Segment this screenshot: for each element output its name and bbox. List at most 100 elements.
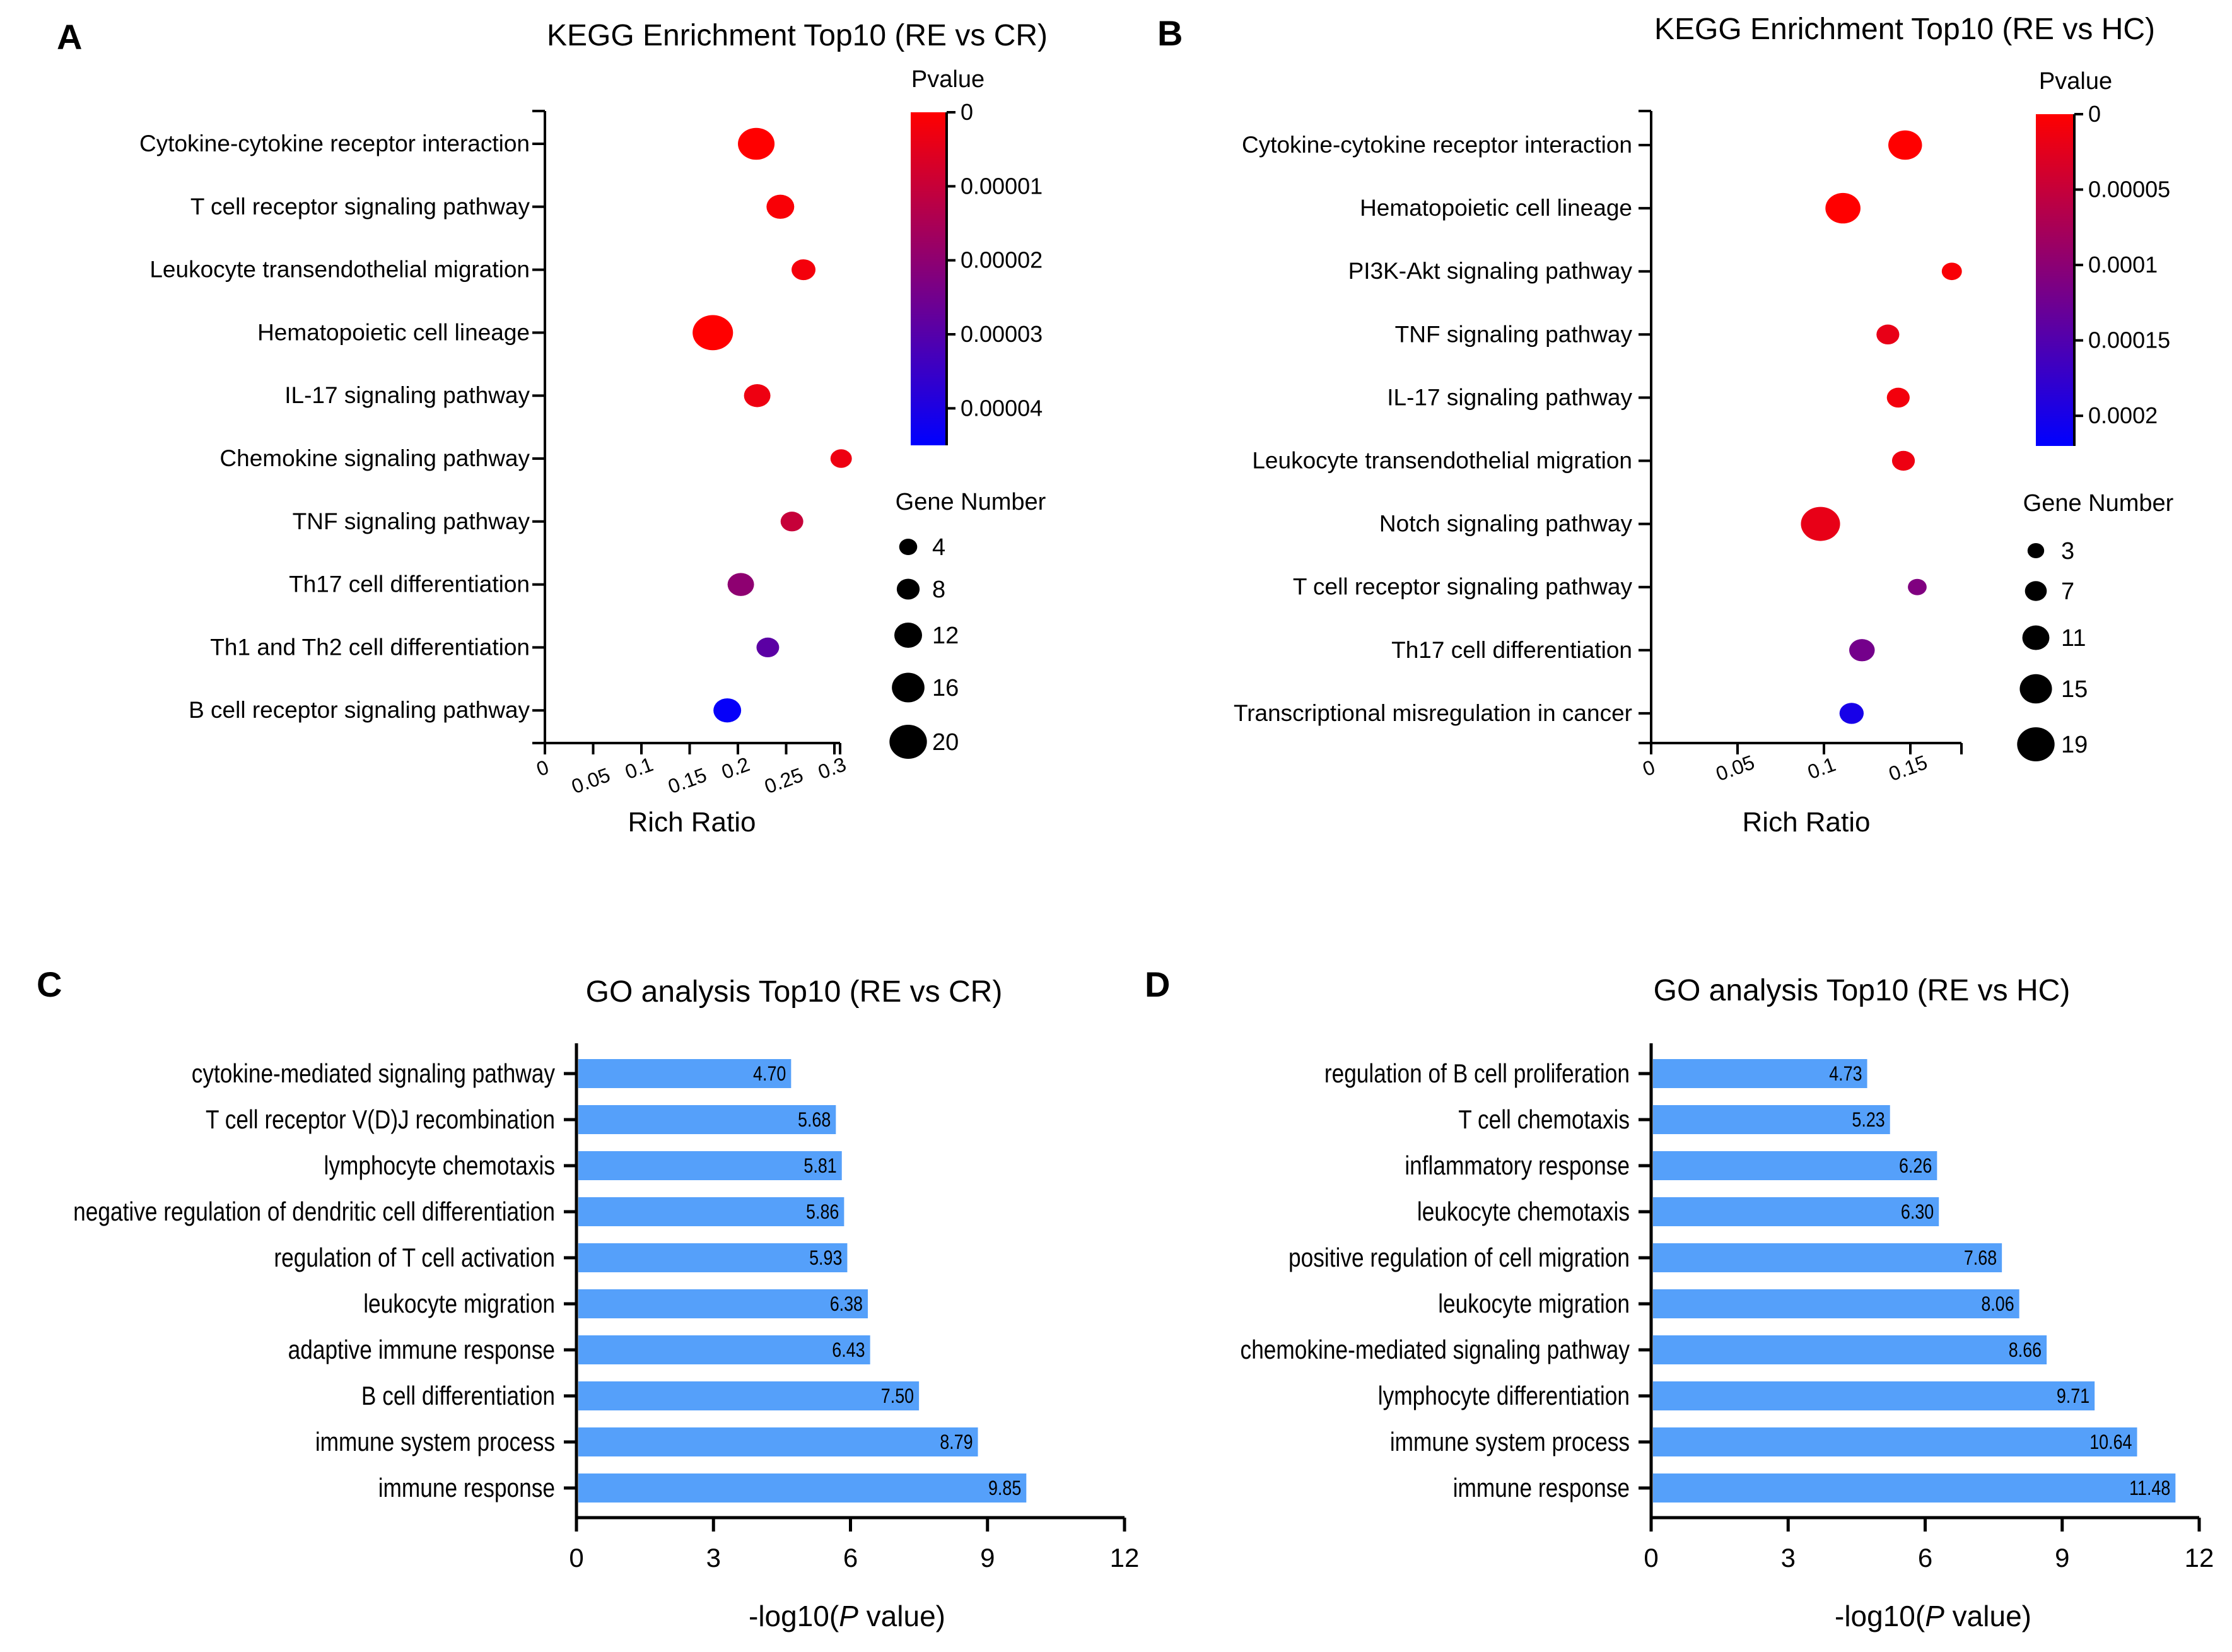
data-point-bubble [713, 698, 742, 723]
y-tick-label: Cytokine-cytokine receptor interaction [1242, 132, 1632, 158]
bar-value-label: 8.79 [940, 1431, 973, 1454]
x-tick-label: 0.15 [1886, 751, 1931, 785]
x-tick-label: 0.3 [815, 753, 849, 783]
x-tick-label: 9 [980, 1543, 995, 1573]
x-axis-label: -log10(P value) [749, 1600, 945, 1632]
bar-value-label: 4.70 [753, 1063, 786, 1086]
bar-value-label: 10.64 [2089, 1431, 2132, 1454]
y-tick-label: cytokine-mediated signaling pathway [192, 1059, 556, 1089]
x-tick-label: 0 [1640, 756, 1658, 781]
bar-value-label: 7.50 [881, 1385, 914, 1408]
colorbar-tick-label: 0.00004 [961, 395, 1043, 421]
colorbar-title: Pvalue [2039, 68, 2112, 95]
data-point-bubble [692, 315, 733, 351]
x-tick-label: 0.25 [761, 763, 806, 798]
panel-b: B KEGG Enrichment Top10 (RE vs HC) 0 0.05 0.… [1157, 13, 2174, 838]
y-tick-label: T cell receptor signaling pathway [1293, 574, 1633, 600]
size-legend-label: 4 [932, 534, 945, 561]
bar [1653, 1381, 2095, 1410]
size-legend-title: Gene Number [2023, 490, 2174, 517]
y-tick-label: immune system process [1390, 1427, 1630, 1457]
bar-value-label: 8.66 [2009, 1339, 2042, 1362]
bar [578, 1151, 842, 1180]
size-legend-marker [2022, 625, 2050, 650]
bar-value-label: 6.43 [832, 1339, 865, 1362]
x-axis-label-suffix: value) [1944, 1600, 2031, 1632]
chart-title: KEGG Enrichment Top10 (RE vs CR) [547, 19, 1048, 52]
bar-value-label: 8.06 [1981, 1293, 2014, 1316]
x-tick-label: 0 [1644, 1543, 1658, 1573]
bar [1653, 1427, 2137, 1456]
bar [578, 1473, 1027, 1503]
bar-value-label: 5.81 [803, 1155, 836, 1178]
x-axis-label-suffix: value) [858, 1600, 945, 1632]
colorbar-tick-label: 0.0001 [2088, 252, 2158, 278]
data-point-bubble [1849, 639, 1875, 662]
y-tick-label: Notch signaling pathway [1379, 511, 1633, 537]
bar [578, 1427, 978, 1456]
bar-value-label: 9.85 [988, 1477, 1021, 1500]
x-axis-label-prefix: -log10( [749, 1600, 839, 1632]
y-tick-label: immune response [378, 1473, 555, 1503]
bar [1653, 1105, 1890, 1134]
bar [1653, 1289, 2019, 1318]
y-tick-label: Th1 and Th2 cell differentiation [210, 634, 530, 660]
size-legend-marker [889, 725, 927, 759]
size-legend-label: 7 [2061, 578, 2074, 605]
y-tick-label: Leukocyte transendothelial migration [149, 257, 530, 283]
data-point-bubble [744, 384, 771, 407]
data-point-bubble [1825, 192, 1861, 224]
size-legend-title: Gene Number [896, 489, 1046, 515]
colorbar-tick-label: 0.00002 [961, 247, 1043, 273]
y-tick-label: IL-17 signaling pathway [284, 382, 530, 408]
bar-value-label: 5.93 [809, 1247, 842, 1270]
y-tick-label: Cytokine-cytokine receptor interaction [139, 131, 530, 156]
size-legend-label: 12 [932, 623, 959, 649]
y-tick-label: Chemokine signaling pathway [219, 445, 530, 471]
x-tick-label: 0.1 [622, 753, 656, 783]
panel-d: D GO analysis Top10 (RE vs HC) 0 3 6 9 12 -log1… [1145, 964, 2214, 1632]
x-tick-label: 0 [569, 1543, 583, 1573]
bar [1653, 1473, 2176, 1503]
bar [1653, 1335, 2047, 1364]
y-tick-label: immune system process [315, 1427, 555, 1457]
size-legend-label: 11 [2061, 625, 2086, 652]
y-tick-label: T cell receptor V(D)J recombination [206, 1105, 555, 1135]
x-axis-label: Rich Ratio [628, 807, 756, 838]
x-tick-label: 9 [2055, 1543, 2069, 1573]
x-tick-label: 0 [534, 756, 552, 781]
size-legend-marker [2027, 543, 2045, 558]
x-axis-label: Rich Ratio [1743, 807, 1871, 838]
bar-value-label: 6.30 [1901, 1201, 1934, 1224]
bar-value-label: 5.23 [1852, 1109, 1884, 1132]
colorbar-title: Pvalue [911, 66, 985, 93]
y-tick-label: B cell differentiation [361, 1381, 555, 1411]
y-tick-label: PI3K-Akt signaling pathway [1348, 258, 1633, 284]
bar [1653, 1151, 1937, 1180]
y-tick-label: B cell receptor signaling pathway [189, 697, 530, 723]
data-point-bubble [766, 194, 795, 219]
bar-value-label: 11.48 [2129, 1477, 2170, 1500]
x-tick-label: 3 [706, 1543, 721, 1573]
bar-value-label: 5.68 [798, 1109, 831, 1132]
bar-value-label: 6.38 [830, 1293, 863, 1316]
colorbar-tick-label: 0.00015 [2088, 327, 2170, 353]
size-legend-label: 16 [932, 675, 959, 701]
size-legend-marker [896, 578, 920, 600]
size-legend-marker [894, 623, 922, 648]
x-tick-label: 6 [843, 1543, 858, 1573]
x-tick-label: 0.15 [665, 763, 710, 798]
y-tick-label: Leukocyte transendothelial migration [1252, 448, 1632, 474]
x-tick-label: 0.05 [568, 763, 613, 798]
size-legend-label: 19 [2061, 732, 2088, 758]
panel-c: C GO analysis Top10 (RE vs CR) 0 3 6 9 12 -log1… [37, 964, 1139, 1632]
x-tick-label: 0.2 [718, 753, 752, 783]
y-tick-label: TNF signaling pathway [293, 508, 530, 534]
y-tick-label: Hematopoietic cell lineage [257, 319, 530, 345]
data-point-bubble [727, 573, 754, 596]
size-legend-marker [2017, 727, 2055, 761]
bar [578, 1105, 836, 1134]
colorbar [2036, 114, 2074, 446]
y-tick-label: adaptive immune response [288, 1335, 555, 1365]
